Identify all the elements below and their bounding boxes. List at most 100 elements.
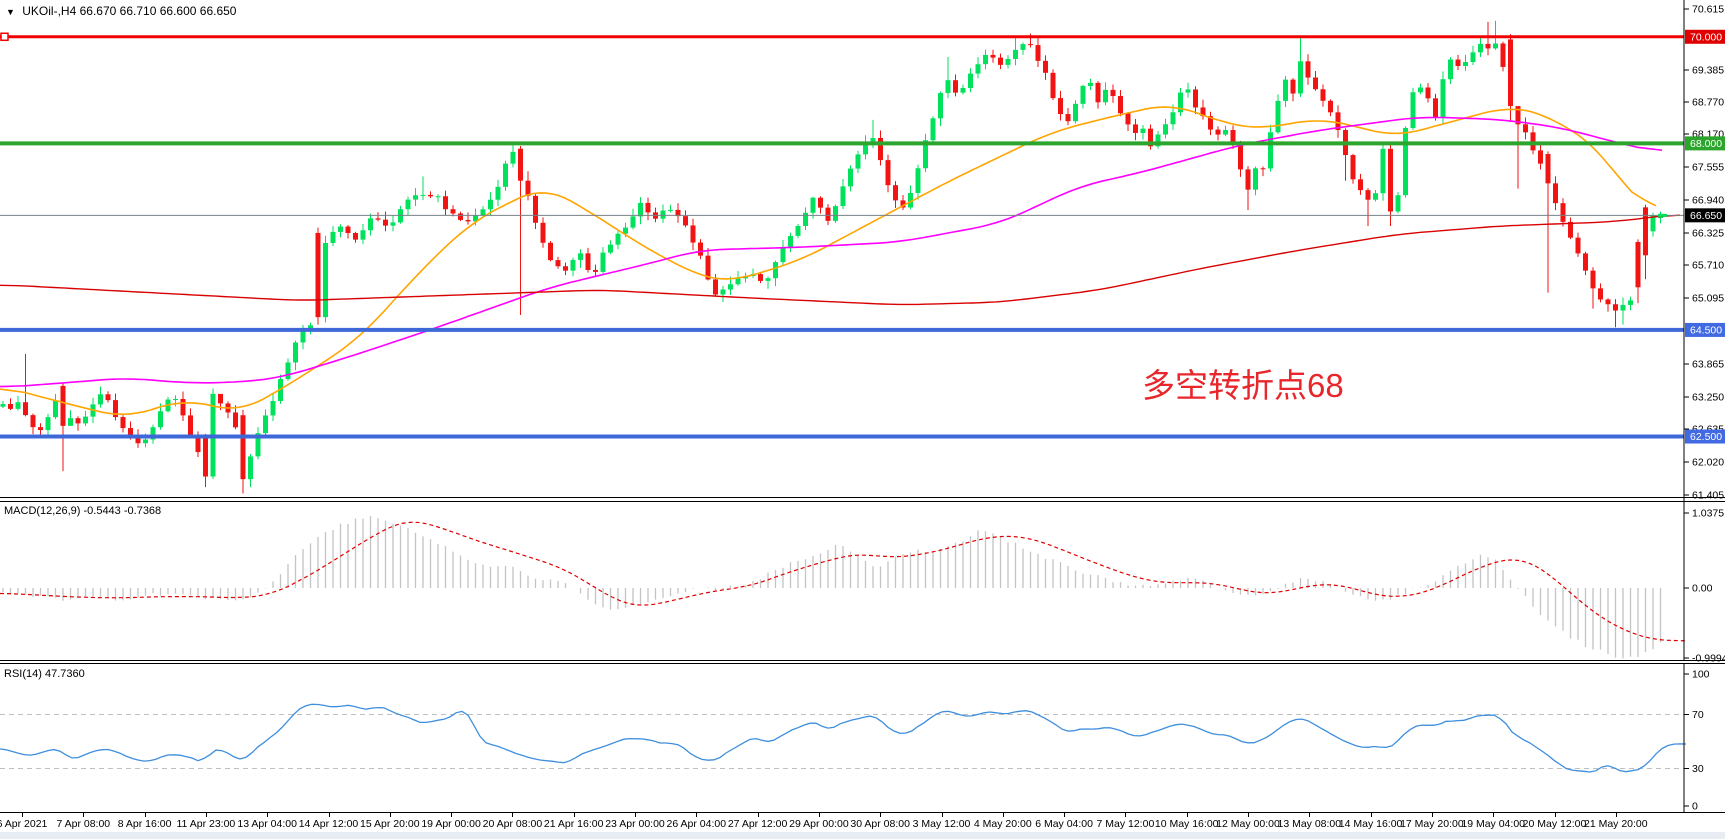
time-label: 12 May 00:00: [1216, 818, 1280, 830]
time-tick: [573, 813, 575, 817]
macd-signal-value: -0.7368: [123, 505, 162, 517]
price-axis[interactable]: 70.61569.38568.77068.17067.55566.94066.3…: [1683, 0, 1725, 502]
time-tick: [22, 813, 23, 817]
time-tick: [83, 813, 85, 817]
time-tick: [1615, 813, 1617, 817]
time-label: 20 Apr 08:00: [482, 818, 543, 830]
time-label: 6 May 04:00: [1035, 818, 1093, 830]
time-label: 19 May 04:00: [1461, 818, 1526, 830]
rsi-indicator-panel[interactable]: 100 70 30 0: [0, 664, 1725, 813]
quote-high: 66.710: [119, 4, 157, 18]
svg-text:0.00: 0.00: [1692, 583, 1713, 595]
time-label: 17 May 20:00: [1400, 818, 1464, 830]
rsi-line: [0, 703, 1687, 773]
rsi-axis[interactable]: 100 70 30 0: [1683, 664, 1710, 813]
panel-separator[interactable]: [0, 660, 1725, 661]
chart-annotation-text[interactable]: 多空转折点68: [1142, 367, 1344, 404]
svg-text:66.325: 66.325: [1692, 228, 1724, 240]
slow-ma-line[interactable]: [0, 214, 1681, 306]
time-label: 13 Apr 04:00: [237, 818, 297, 830]
macd-name: MACD(12,26,9): [4, 505, 81, 517]
svg-text:68.770: 68.770: [1692, 97, 1724, 109]
time-label: 6 Apr 2021: [0, 818, 48, 830]
svg-text:-0.9994: -0.9994: [1692, 653, 1725, 665]
svg-text:1.0375: 1.0375: [1692, 508, 1724, 520]
time-label: 8 Apr 16:00: [117, 818, 172, 830]
time-label: 15 Apr 20:00: [360, 818, 420, 830]
svg-text:70.615: 70.615: [1692, 4, 1724, 16]
quote-open: 66.670: [79, 4, 117, 18]
rsi-label: RSI(14) 47.7360: [4, 668, 85, 680]
panel-separator: [0, 812, 1725, 813]
svg-text:67.555: 67.555: [1692, 162, 1724, 174]
panel-separator[interactable]: [0, 663, 1725, 664]
time-tick: [1493, 813, 1495, 817]
quote-low: 66.600: [159, 4, 197, 18]
svg-text:64.500: 64.500: [1690, 324, 1722, 336]
time-label: 11 Apr 23:00: [176, 818, 236, 830]
svg-text:65.095: 65.095: [1692, 293, 1724, 305]
bottom-strip: [0, 832, 1725, 839]
time-axis[interactable]: 6 Apr 2021 7 Apr 08:00 8 Apr 16:00 11 Apr 2…: [0, 813, 1725, 832]
macd-signal-line: [0, 521, 1687, 642]
time-tick: [635, 813, 636, 817]
svg-text:61.405: 61.405: [1692, 490, 1724, 502]
time-label: 21 Apr 16:00: [543, 818, 604, 830]
time-tick: [328, 813, 330, 817]
quote-close: 66.650: [199, 4, 237, 18]
svg-text:100: 100: [1692, 669, 1710, 681]
macd-label: MACD(12,26,9) -0.5443 -0.7368: [4, 505, 161, 517]
time-tick: [696, 813, 698, 817]
rsi-name: RSI(14): [4, 668, 42, 680]
time-tick: [1309, 813, 1311, 817]
time-label: 3 May 12:00: [912, 818, 971, 830]
time-label: 14 May 16:00: [1338, 818, 1403, 830]
time-tick: [1125, 813, 1127, 817]
time-label: 4 May 20:00: [973, 818, 1032, 830]
time-label: 10 May 16:00: [1154, 818, 1219, 830]
main-price-chart[interactable]: 70.61569.38568.77068.17067.55566.94066.3…: [0, 0, 1725, 502]
time-tick: [1186, 813, 1188, 817]
svg-text:70: 70: [1692, 709, 1704, 721]
mid-ma-line[interactable]: [0, 116, 1663, 388]
time-label: 19 Apr 00:00: [421, 818, 481, 830]
time-label: 26 Apr 04:00: [666, 818, 727, 830]
time-tick: [941, 813, 943, 817]
time-tick: [1002, 813, 1004, 817]
svg-text:66.940: 66.940: [1692, 195, 1724, 207]
time-tick: [1370, 813, 1372, 817]
symbol-name[interactable]: UKOil-,H4: [22, 4, 77, 18]
svg-text:62.020: 62.020: [1692, 457, 1724, 469]
svg-text:62.500: 62.500: [1690, 431, 1722, 443]
svg-text:70.000: 70.000: [1690, 31, 1722, 43]
candlesticks: [0, 20, 1663, 494]
time-label: 23 Apr 00:00: [605, 818, 665, 830]
time-tick: [1554, 813, 1556, 817]
time-tick: [1248, 813, 1249, 817]
panel-separator[interactable]: [0, 497, 1725, 498]
macd-indicator-panel[interactable]: 1.0375 0.00 -0.9994: [0, 502, 1725, 664]
symbol-dropdown-icon[interactable]: ▼: [6, 7, 15, 17]
time-tick: [512, 813, 514, 817]
svg-text:30: 30: [1692, 763, 1704, 775]
time-tick: [267, 813, 269, 817]
time-label: 20 May 12:00: [1522, 818, 1587, 830]
time-tick: [205, 813, 207, 817]
time-tick: [451, 813, 453, 817]
rsi-value: 47.7360: [44, 668, 85, 680]
symbol-ohlc-bar: ▼ UKOil-,H4 66.670 66.710 66.600 66.650: [6, 4, 236, 18]
time-tick: [880, 813, 882, 817]
time-label: 7 May 12:00: [1096, 818, 1155, 830]
svg-text:65.710: 65.710: [1692, 260, 1724, 272]
horizontal-levels[interactable]: [0, 32, 1684, 439]
macd-axis[interactable]: 1.0375 0.00 -0.9994: [1683, 502, 1725, 665]
time-label: 30 Apr 08:00: [850, 818, 910, 830]
macd-value: -0.5443: [83, 505, 121, 517]
time-tick: [389, 813, 391, 817]
svg-text:66.650: 66.650: [1690, 210, 1722, 222]
time-label: 7 Apr 08:00: [56, 818, 111, 830]
time-tick: [818, 813, 820, 817]
panel-separator[interactable]: [0, 501, 1725, 502]
time-tick: [1064, 813, 1066, 817]
